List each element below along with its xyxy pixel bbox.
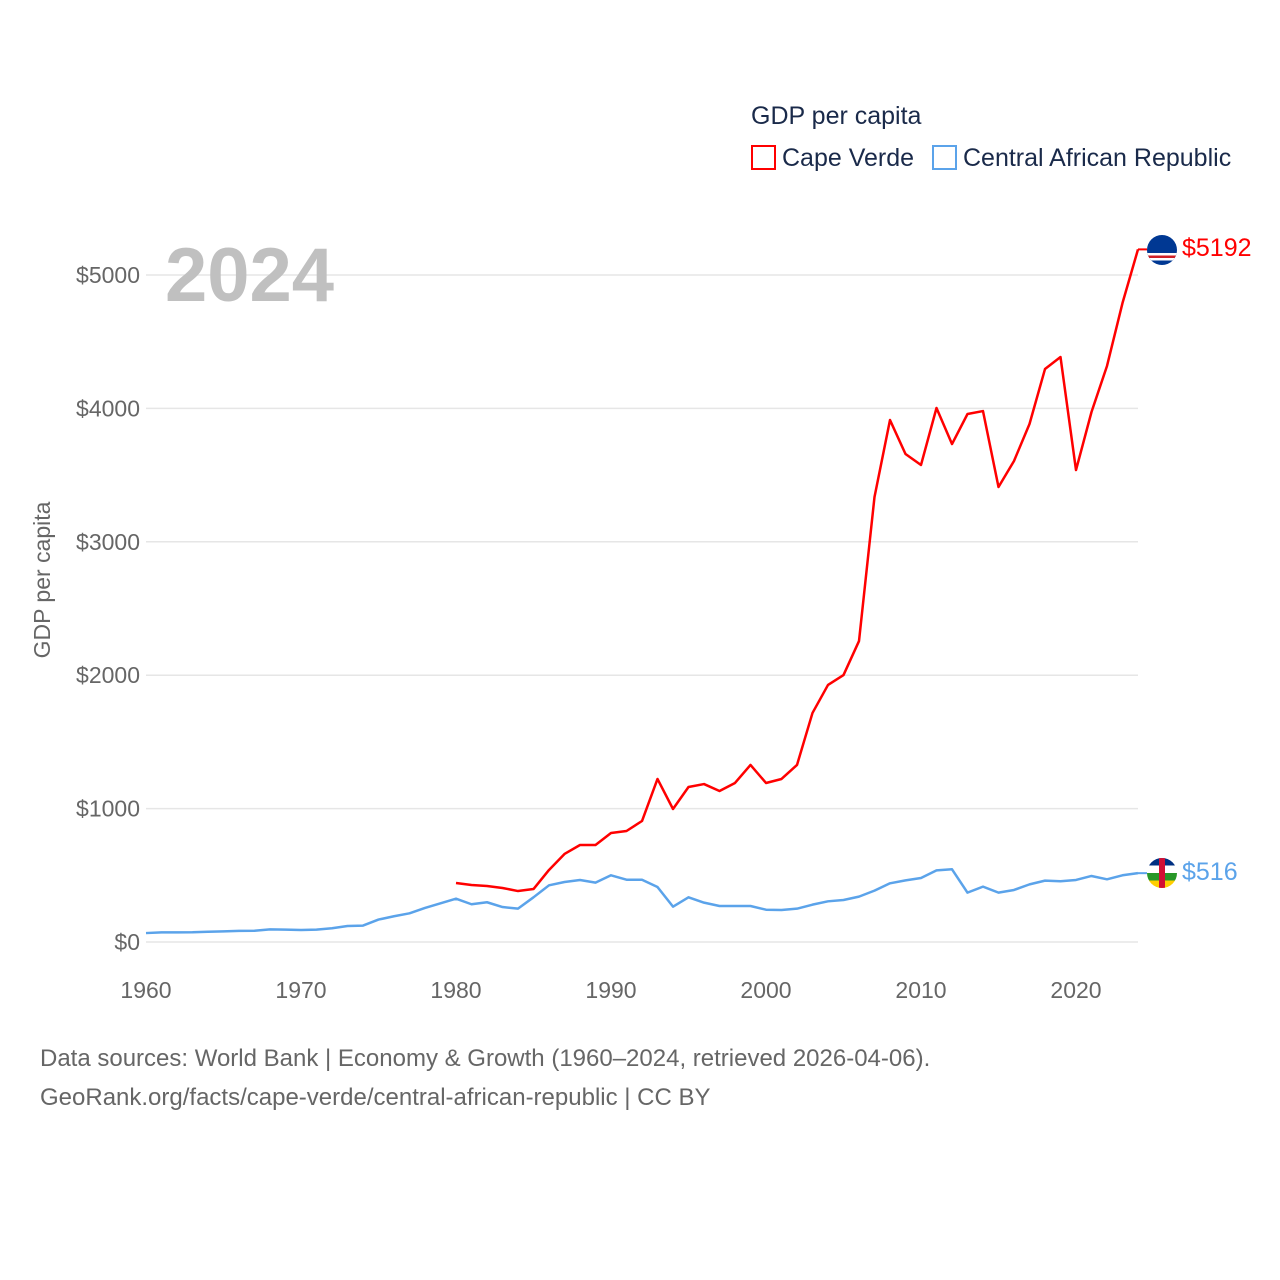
end-label-cape-verde: $5192	[1182, 234, 1252, 262]
x-tick-label: 2010	[895, 977, 946, 1003]
x-tick-label: 1990	[585, 977, 636, 1003]
legend-item-central-african-republic[interactable]: Central African Republic	[932, 144, 1231, 172]
year-watermark: 2024	[165, 233, 334, 318]
end-label-central-african-republic: $516	[1182, 858, 1238, 886]
x-tick-label: 2000	[740, 977, 791, 1003]
y-axis-label: GDP per capita	[29, 501, 55, 658]
y-tick-label: $1000	[76, 796, 140, 822]
x-tick-label: 2020	[1050, 977, 1101, 1003]
y-tick-label: $4000	[76, 395, 140, 421]
x-tick-label: 1980	[430, 977, 481, 1003]
central-african-republic-flag-icon	[1147, 858, 1177, 888]
legend-label-cape-verde: Cape Verde	[782, 144, 914, 172]
legend-item-cape-verde[interactable]: Cape Verde	[751, 144, 914, 172]
cape-verde-flag-icon	[1147, 235, 1177, 265]
legend-swatch-cape-verde	[751, 145, 776, 170]
y-tick-label: $0	[114, 929, 140, 955]
x-tick-label: 1970	[275, 977, 326, 1003]
x-tick-label: 1960	[120, 977, 171, 1003]
legend-swatch-central-african-republic	[932, 145, 957, 170]
y-tick-label: $5000	[76, 262, 140, 288]
series-line-central-african-republic	[145, 868, 1139, 935]
footer-attribution[interactable]: GeoRank.org/facts/cape-verde/central-afr…	[40, 1084, 711, 1111]
y-tick-label: $3000	[76, 529, 140, 555]
legend-title: GDP per capita	[751, 102, 922, 130]
y-tick-label: $2000	[76, 662, 140, 688]
series-line-cape-verde	[455, 249, 1140, 893]
legend-label-central-african-republic: Central African Republic	[963, 144, 1231, 172]
footer-sources: Data sources: World Bank | Economy & Gro…	[40, 1045, 931, 1072]
